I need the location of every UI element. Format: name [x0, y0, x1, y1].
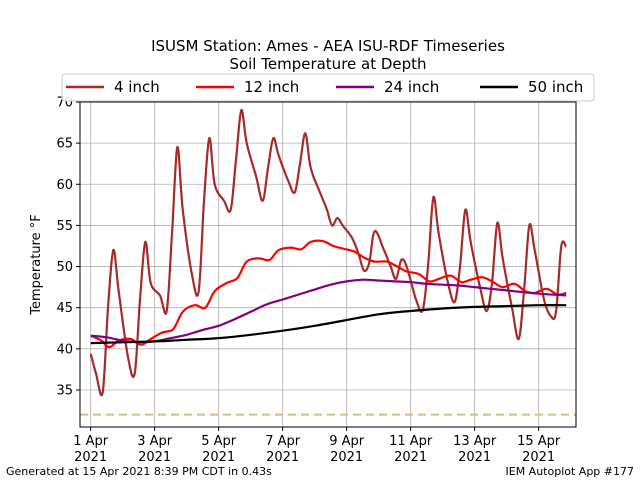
grid [80, 101, 576, 427]
series-line-12-inch [90, 239, 567, 349]
y-tick-label: 35 [56, 383, 73, 398]
series-line-24-inch [90, 278, 567, 344]
legend-label-4-inch: 4 inch [114, 78, 160, 96]
legend-label-24-inch: 24 inch [384, 78, 439, 96]
generated-timestamp: Generated at 15 Apr 2021 8:39 PM CDT in … [6, 465, 272, 478]
y-tick-label: 45 [56, 301, 73, 316]
x-tick-label: 13 Apr [453, 434, 497, 449]
x-tick-year-label: 2021 [458, 450, 491, 465]
legend-label-50-inch: 50 inch [528, 78, 583, 96]
x-tick-label: 11 Apr [389, 434, 433, 449]
x-tick-year-label: 2021 [266, 450, 299, 465]
x-tick-year-label: 2021 [330, 450, 363, 465]
chart-title: ISUSM Station: Ames - AEA ISU-RDF Timese… [151, 37, 505, 55]
x-tick-label: 7 Apr [265, 434, 301, 449]
series-line-4-inch [89, 109, 568, 397]
series-line-50-inch [90, 304, 567, 345]
series-lines [89, 109, 568, 397]
x-tick-year-label: 2021 [138, 450, 171, 465]
x-tick-year-label: 2021 [74, 450, 107, 465]
x-tick-year-label: 2021 [522, 450, 555, 465]
legend: 4 inch 12 inch 24 inch 50 inch [61, 73, 595, 102]
legend-box [61, 73, 595, 102]
y-tick-label: 40 [56, 342, 73, 357]
x-tick-label: 9 Apr [329, 434, 365, 449]
x-tick-label: 3 Apr [137, 434, 173, 449]
y-axis-label: Temperature °F [29, 214, 44, 315]
x-tick-label: 5 Apr [201, 434, 237, 449]
legend-label-12-inch: 12 inch [244, 78, 299, 96]
axes-frame [79, 101, 577, 428]
y-tick-label: 60 [56, 178, 73, 193]
x-tick-label: 1 Apr [73, 434, 109, 449]
y-tick-label: 65 [56, 137, 73, 152]
y-tick-label: 55 [56, 219, 73, 234]
chart-subtitle: Soil Temperature at Depth [229, 55, 426, 73]
x-tick-label: 15 Apr [517, 434, 561, 449]
x-tick-year-label: 2021 [394, 450, 427, 465]
x-tick-year-label: 2021 [202, 450, 235, 465]
y-tick-label: 50 [56, 260, 73, 275]
app-credit: IEM Autoplot App #177 [505, 465, 635, 478]
